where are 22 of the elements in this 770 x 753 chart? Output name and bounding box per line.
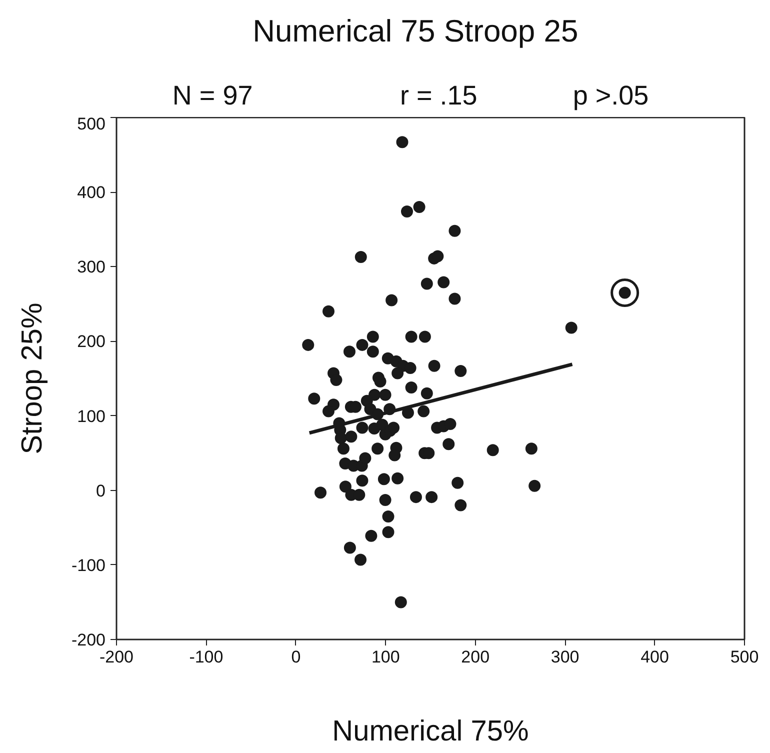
x-axis-title: Numerical 75% (332, 716, 529, 748)
y-tick-label: 500 (77, 114, 106, 134)
x-tick-label: 300 (550, 648, 580, 666)
y-axis-title: Stroop 25% (16, 302, 48, 454)
text: p >.05 (572, 80, 649, 110)
y-tick-label: 200 (77, 332, 106, 352)
text: r = .15 (400, 80, 478, 110)
x-tick-label: -200 (99, 648, 134, 666)
y-tick-label: 400 (77, 183, 106, 202)
y-tick-label: 0 (96, 481, 106, 500)
text: N = 97 (172, 80, 253, 110)
chart-title: Numerical 75 Stroop 25 (252, 13, 578, 48)
x-tick-label: 0 (291, 648, 301, 666)
y-tick-label: 100 (77, 406, 106, 426)
x-tick-label: 100 (371, 648, 400, 666)
x-tick-label: 400 (640, 648, 669, 666)
y-tick-label: 300 (77, 258, 106, 277)
x-tick-label: 200 (461, 648, 490, 666)
x-tick-label: 500 (730, 648, 759, 666)
x-tick-label: -100 (189, 648, 224, 666)
y-tick-label: -200 (71, 630, 106, 650)
y-tick-label: -100 (71, 556, 106, 575)
